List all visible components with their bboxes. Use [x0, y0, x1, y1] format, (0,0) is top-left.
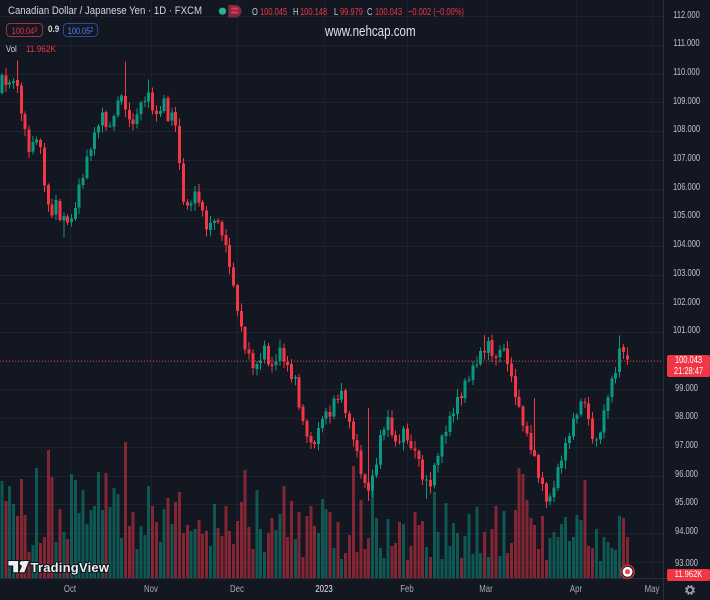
svg-text:TradingView: TradingView	[31, 560, 110, 575]
